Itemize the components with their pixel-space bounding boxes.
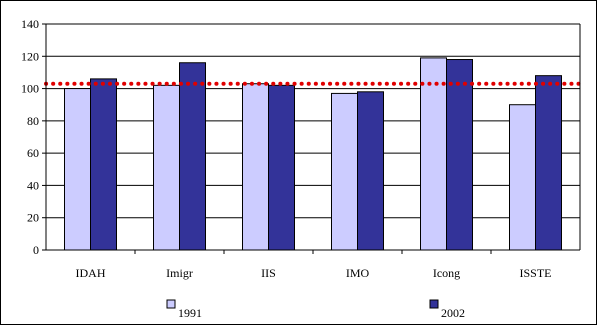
bar-2002-ISSTE	[535, 75, 562, 251]
bar-1991-IDAH	[64, 88, 91, 251]
y-tick-label: 120	[21, 49, 39, 63]
bars	[64, 57, 562, 251]
x-tick-label: IIS	[261, 266, 276, 280]
y-tick-label: 60	[27, 146, 39, 160]
gridlines	[46, 23, 580, 219]
bar-1991-Imigr	[153, 84, 180, 251]
x-tick-label: ISSTE	[519, 266, 551, 280]
bar-1991-ISSTE	[509, 104, 536, 251]
y-tick-label: 100	[21, 82, 39, 96]
bar-1991-IMO	[331, 92, 358, 251]
legend-label-1991: 1991	[178, 306, 202, 320]
axes	[42, 23, 581, 254]
legend-label-2002: 2002	[441, 306, 465, 320]
y-tick-label: 0	[33, 243, 39, 257]
y-tick-label: 40	[27, 178, 39, 192]
x-tick-label: IDAH	[76, 266, 106, 280]
bar-2002-IMO	[357, 91, 384, 251]
bar-2002-IDAH	[90, 78, 117, 251]
legend-swatch-1991	[166, 299, 176, 309]
bar-1991-IIS	[242, 83, 269, 251]
bar-2002-Imigr	[179, 62, 206, 251]
x-tick-label: IMO	[346, 266, 370, 280]
x-tick-labels: IDAH Imigr IIS IMO Icong ISSTE	[76, 266, 552, 280]
bar-2002-Icong	[446, 59, 473, 251]
x-tick-label: Imigr	[166, 266, 193, 280]
bar-2002-IIS	[268, 84, 295, 251]
y-tick-label: 140	[21, 17, 39, 31]
legend-swatch-2002	[429, 299, 439, 309]
legend: 1991 2002	[166, 299, 465, 320]
x-tick-label: Icong	[433, 266, 460, 280]
y-tick-label: 20	[27, 211, 39, 225]
y-tick-label: 80	[27, 114, 39, 128]
y-tick-labels: 0 20 40 60 80 100 120 140	[21, 17, 39, 257]
bar-1991-Icong	[420, 57, 447, 251]
